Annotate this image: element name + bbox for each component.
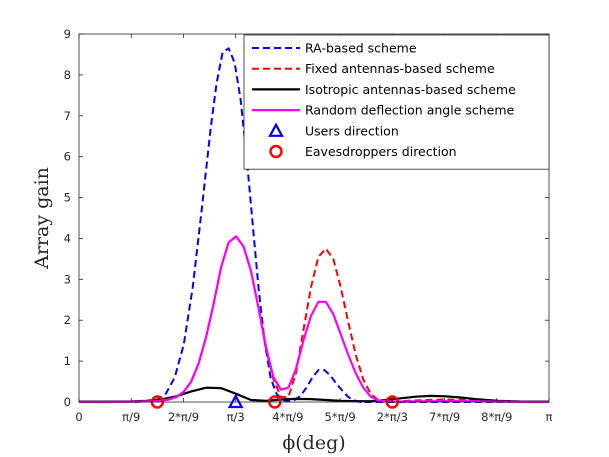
legend-entry-label: Random deflection angle scheme bbox=[305, 103, 515, 118]
y-tick-label: 4 bbox=[64, 231, 71, 245]
y-tick-label: 1 bbox=[64, 354, 71, 368]
legend-entry-label: Users direction bbox=[305, 123, 399, 138]
legend-entry-label: Eavesdroppers direction bbox=[305, 144, 457, 159]
x-tick-label: π/3 bbox=[227, 410, 245, 424]
y-tick-label: 2 bbox=[64, 313, 71, 327]
plot-frame bbox=[78, 33, 550, 403]
series-line-2 bbox=[79, 235, 550, 403]
y-tick-label: 8 bbox=[64, 68, 71, 82]
x-tick-label: 5*π/9 bbox=[325, 410, 356, 424]
y-axis-label: Array gain bbox=[31, 167, 53, 270]
y-tick-label: 3 bbox=[64, 272, 71, 286]
legend-swatch bbox=[268, 122, 284, 137]
legend-entry-label: Fixed antennas-based scheme bbox=[305, 61, 495, 76]
legend-box bbox=[243, 34, 550, 170]
x-tick-label: 8*π/9 bbox=[481, 410, 512, 424]
x-tick-label: 2*π/9 bbox=[168, 410, 199, 424]
series-line-1 bbox=[79, 47, 549, 403]
x-tick-label: 4*π/9 bbox=[272, 410, 303, 424]
x-tick-label: π/9 bbox=[122, 410, 140, 424]
y-tick-label: 5 bbox=[64, 191, 71, 205]
x-tick-label: 0 bbox=[75, 410, 82, 424]
legend-entry-label: Isotropic antennas-based scheme bbox=[305, 82, 516, 97]
series-line-4 bbox=[79, 235, 549, 404]
users-direction-marker bbox=[227, 393, 244, 409]
axes-layer: 0 π/9 2*π/9 π/3 4*π/9 5*π/9 2*π/3 7*π/9 8*π/9 π 0 1… bbox=[64, 27, 553, 424]
x-tick-label: 7*π/9 bbox=[429, 410, 460, 424]
y-tick-label: 7 bbox=[64, 109, 71, 123]
y-tick-label: 6 bbox=[64, 150, 71, 164]
series-line-3 bbox=[79, 386, 549, 403]
legend-entry-label: RA-based scheme bbox=[305, 41, 417, 56]
x-tick-label: 2*π/3 bbox=[377, 410, 408, 424]
x-axis-label: ϕ(deg) bbox=[282, 432, 345, 454]
legend-swatch bbox=[269, 144, 283, 159]
y-tick-label: 0 bbox=[64, 395, 71, 409]
y-tick-label: 9 bbox=[64, 27, 71, 41]
x-tick-label: π bbox=[546, 410, 553, 424]
legend: RA-based scheme Fixed antennas-based sche… bbox=[243, 34, 550, 170]
